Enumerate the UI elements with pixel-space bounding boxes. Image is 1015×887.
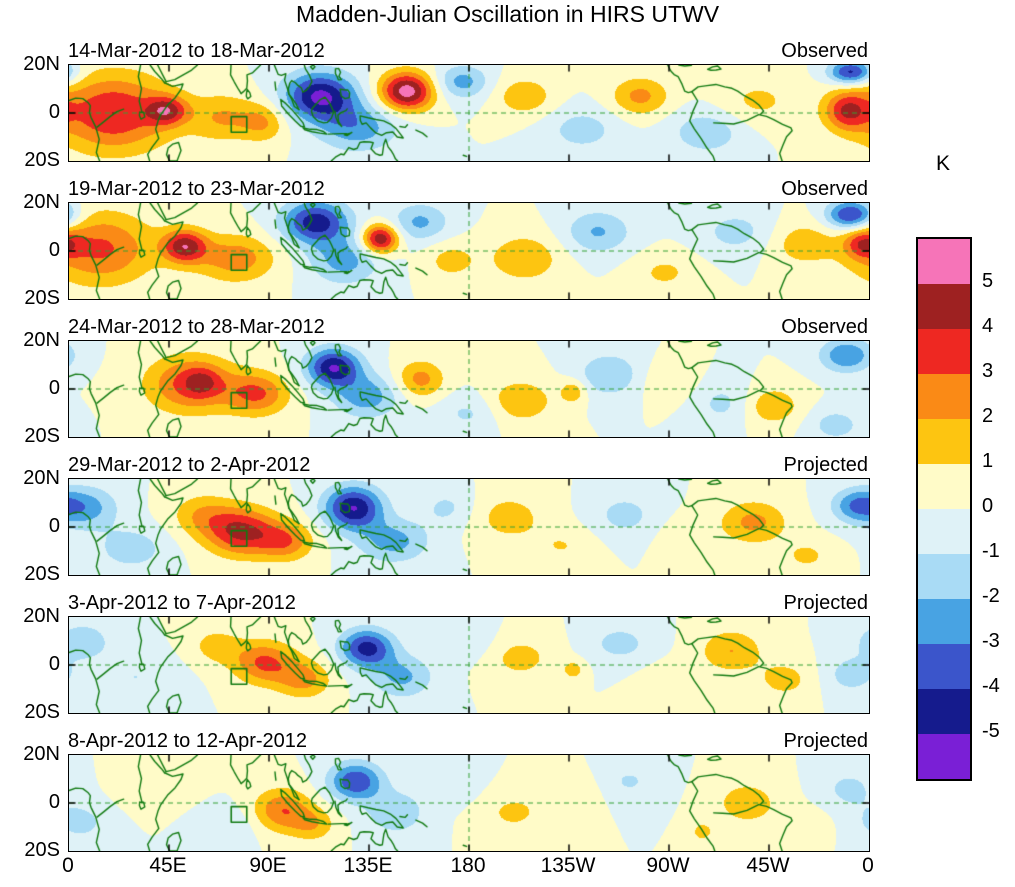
- colorbar-unit-label: K: [935, 152, 950, 175]
- x-tick-label: 0: [62, 854, 74, 877]
- colorbar-cell: [918, 329, 970, 374]
- y-tick-label: 20S: [24, 149, 60, 171]
- panel-header: 8-Apr-2012 to 12-Apr-2012 Projected: [68, 728, 868, 753]
- colorbar-tick-label: 2: [982, 405, 994, 427]
- y-tick-label: 20N: [23, 191, 60, 213]
- panel-header: 29-Mar-2012 to 2-Apr-2012 Projected: [68, 452, 868, 477]
- map-canvas: [68, 478, 870, 576]
- map-canvas: [68, 616, 870, 714]
- panel-6: 8-Apr-2012 to 12-Apr-2012 Projected 20N …: [0, 728, 1015, 860]
- y-tick-label: 0: [48, 377, 60, 399]
- panel-3: 24-Mar-2012 to 28-Mar-2012 Observed 20N …: [0, 314, 1015, 446]
- colorbar-tick-label: 5: [982, 270, 994, 292]
- x-tick-label: 90W: [646, 854, 690, 877]
- y-tick-label: 0: [48, 791, 60, 813]
- colorbar-tick-label: 1: [982, 450, 994, 472]
- y-tick-label: 20S: [24, 839, 60, 861]
- map-canvas: [68, 202, 870, 300]
- panel-status: Projected: [783, 454, 869, 476]
- panel-date-range: 24-Mar-2012 to 28-Mar-2012: [68, 316, 325, 338]
- y-tick-label: 0: [48, 239, 60, 261]
- panel-date-range: 19-Mar-2012 to 23-Mar-2012: [68, 178, 325, 200]
- panel-status: Observed: [781, 40, 868, 62]
- x-tick-label: 0: [862, 854, 874, 877]
- colorbar-cell: [918, 464, 970, 509]
- y-tick-label: 20N: [23, 329, 60, 351]
- colorbar-cell: [918, 599, 970, 644]
- y-tick-label: 20S: [24, 563, 60, 585]
- panel-date-range: 3-Apr-2012 to 7-Apr-2012: [68, 592, 296, 614]
- colorbar-tick-label: -4: [982, 675, 1000, 697]
- y-tick-label: 20N: [23, 743, 60, 765]
- panel-date-range: 8-Apr-2012 to 12-Apr-2012: [68, 730, 308, 752]
- map-row: 20N 0 20S: [23, 744, 870, 860]
- colorbar-tick-label: -5: [982, 720, 1000, 742]
- map-row: 20N 0 20S: [23, 468, 870, 584]
- y-tick-label: 0: [48, 515, 60, 537]
- colorbar-tick-label: -1: [982, 540, 1000, 562]
- y-tick-label: 20N: [23, 605, 60, 627]
- panel-1: 14-Mar-2012 to 18-Mar-2012 Observed 20N …: [0, 38, 1015, 170]
- colorbar-cell: [918, 734, 970, 779]
- panel-2: 19-Mar-2012 to 23-Mar-2012 Observed 20N …: [0, 176, 1015, 308]
- colorbar-tick-label: 3: [982, 360, 994, 382]
- panel-header: 14-Mar-2012 to 18-Mar-2012 Observed: [68, 38, 868, 63]
- colorbar-cell: [918, 374, 970, 419]
- map-canvas: [68, 340, 870, 438]
- panel-date-range: 14-Mar-2012 to 18-Mar-2012: [68, 40, 325, 62]
- figure-title: Madden-Julian Oscillation in HIRS UTWV: [295, 1, 720, 27]
- colorbar-tick-label: -2: [982, 585, 1000, 607]
- map-canvas: [68, 64, 870, 162]
- panel-header: 3-Apr-2012 to 7-Apr-2012 Projected: [68, 590, 868, 615]
- colorbar-tick-label: -3: [982, 630, 1000, 652]
- colorbar-cell: [918, 419, 970, 464]
- colorbar-cell: [918, 689, 970, 734]
- map-row: 20N 0 20S: [23, 192, 870, 308]
- panel-status: Observed: [781, 178, 868, 200]
- colorbar-cell: [918, 284, 970, 329]
- y-tick-label: 0: [48, 101, 60, 123]
- panel-4: 29-Mar-2012 to 2-Apr-2012 Projected 20N …: [0, 452, 1015, 584]
- x-tick-label: 45W: [746, 854, 790, 877]
- panel-5: 3-Apr-2012 to 7-Apr-2012 Projected 20N 0…: [0, 590, 1015, 722]
- panel-status: Observed: [781, 316, 868, 338]
- x-tick-label: 135E: [343, 854, 393, 877]
- map-row: 20N 0 20S: [23, 54, 870, 170]
- panel-status: Projected: [783, 592, 869, 614]
- colorbar-cell: [918, 239, 970, 284]
- panel-date-range: 29-Mar-2012 to 2-Apr-2012: [68, 454, 311, 476]
- x-tick-label: 180: [450, 854, 486, 877]
- colorbar-cell: [918, 509, 970, 554]
- x-tick-label: 45E: [149, 854, 187, 877]
- colorbar-tick-label: 0: [982, 495, 994, 517]
- y-tick-label: 20N: [23, 467, 60, 489]
- y-tick-label: 20S: [24, 425, 60, 447]
- y-tick-label: 20N: [23, 53, 60, 75]
- map-row: 20N 0 20S: [23, 606, 870, 722]
- y-tick-label: 20S: [24, 287, 60, 309]
- colorbar-cell: [918, 554, 970, 599]
- y-tick-label: 0: [48, 653, 60, 675]
- x-axis: 0 45E 90E 135E 180 135W 90W 45W 0: [62, 854, 874, 882]
- y-tick-label: 20S: [24, 701, 60, 723]
- colorbar-cell: [918, 644, 970, 689]
- map-canvas: [68, 754, 870, 852]
- panel-status: Projected: [783, 730, 869, 752]
- x-tick-label: 135W: [540, 854, 596, 877]
- map-row: 20N 0 20S: [23, 330, 870, 446]
- colorbar: [916, 237, 972, 781]
- panel-header: 24-Mar-2012 to 28-Mar-2012 Observed: [68, 314, 868, 339]
- colorbar-tick-label: 4: [982, 315, 994, 337]
- x-tick-label: 90E: [249, 854, 287, 877]
- panel-header: 19-Mar-2012 to 23-Mar-2012 Observed: [68, 176, 868, 201]
